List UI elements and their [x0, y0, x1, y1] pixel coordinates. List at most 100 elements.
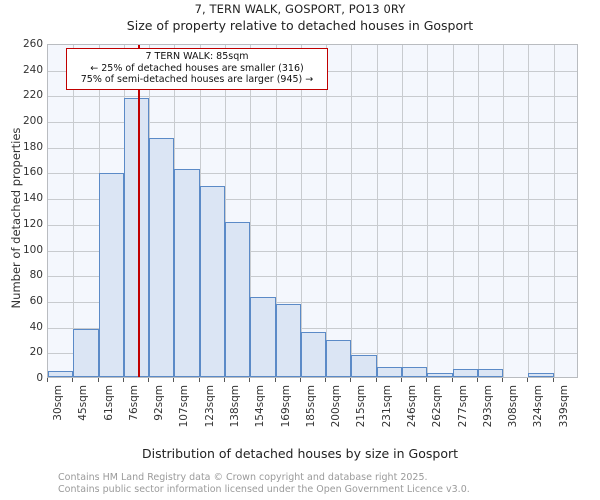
histogram-bar	[453, 369, 478, 377]
gridline-vertical	[377, 45, 378, 377]
x-axis-tick-label: 185sqm	[305, 385, 317, 428]
histogram-bar	[225, 221, 250, 377]
x-axis-tick-label: 293sqm	[482, 385, 494, 428]
gridline-horizontal	[48, 122, 577, 124]
histogram-bar	[99, 172, 124, 377]
gridline-vertical	[250, 45, 251, 377]
histogram-bars	[48, 45, 577, 377]
x-axis-tick-mark	[426, 378, 427, 382]
histogram-bar	[124, 98, 149, 377]
histogram-bar	[250, 297, 276, 377]
gridline-vertical	[73, 45, 74, 377]
histogram-bar	[73, 329, 99, 377]
x-axis-tick-mark	[148, 378, 149, 382]
histogram-bar	[276, 303, 301, 377]
x-axis-tick-mark	[452, 378, 453, 382]
histogram-bar	[174, 168, 200, 377]
histogram-bar	[427, 373, 453, 377]
x-axis-tick-mark	[275, 378, 276, 382]
x-axis-tick-mark	[123, 378, 124, 382]
x-axis-tick-mark	[376, 378, 377, 382]
annotation-line-1: 7 TERN WALK: 85sqm	[145, 51, 249, 62]
gridline-vertical	[528, 45, 529, 377]
annotation-line-2: ← 25% of detached houses are smaller (31…	[90, 62, 304, 74]
gridline-vertical	[225, 45, 226, 377]
y-axis-tick-label: 260	[22, 38, 43, 50]
annotation-line-3: 75% of semi-detached houses are larger (…	[80, 74, 314, 85]
x-axis-tick-mark	[47, 378, 48, 382]
gridline-vertical	[301, 45, 302, 377]
x-axis-tick-label: 262sqm	[431, 385, 443, 428]
histogram-bar	[149, 138, 174, 377]
chart-subtitle: Size of property relative to detached ho…	[126, 18, 474, 33]
footer-line-2: Contains public sector information licen…	[58, 483, 470, 495]
footer-line-1: Contains HM Land Registry data © Crown c…	[58, 472, 428, 483]
attribution-footer: Contains HM Land Registry data © Crown c…	[58, 472, 470, 495]
x-axis-tick-mark	[477, 378, 478, 382]
gridline-horizontal	[48, 250, 577, 252]
histogram-bar	[48, 370, 73, 377]
x-axis-tick-mark	[502, 378, 503, 382]
x-axis-tick-label: 154sqm	[254, 385, 266, 428]
histogram-bar	[528, 373, 554, 377]
y-axis-tick-label: 80	[29, 269, 43, 282]
histogram-bar	[326, 339, 351, 377]
histogram-bar	[200, 185, 225, 377]
gridline-horizontal	[48, 327, 577, 329]
property-marker-line	[138, 45, 140, 377]
x-axis-tick-mark	[300, 378, 301, 382]
x-axis-tick-label: 277sqm	[457, 385, 469, 428]
x-axis-tick-label: 169sqm	[280, 385, 292, 428]
y-axis: Number of detached properties 0 20 40 60 80 1…	[0, 0, 43, 500]
x-axis-tick-mark	[72, 378, 73, 382]
x-axis-tick-label: 200sqm	[330, 385, 342, 428]
x-axis-tick-label: 107sqm	[178, 385, 190, 428]
gridline-vertical	[276, 45, 277, 377]
x-axis-tick-mark	[325, 378, 326, 382]
y-axis-tick-label: 0	[36, 372, 43, 384]
histogram-bar	[402, 366, 427, 377]
gridline-horizontal	[48, 301, 577, 303]
x-axis-tick-label: 246sqm	[406, 385, 418, 428]
x-axis-tick-label: 76sqm	[128, 385, 140, 421]
chart-title: 7, TERN WALK, GOSPORT, PO13 0RY	[194, 2, 406, 16]
x-axis-tick-label: 45sqm	[77, 385, 89, 421]
x-axis-tick-label: 138sqm	[229, 385, 241, 428]
gridline-horizontal	[48, 199, 577, 201]
gridline-vertical	[478, 45, 479, 377]
y-axis-tick-label: 180	[22, 140, 43, 153]
gridline-vertical	[326, 45, 327, 377]
x-axis-tick-mark	[173, 378, 174, 382]
x-axis-tick-label: 123sqm	[204, 385, 216, 428]
gridline-vertical	[503, 45, 504, 377]
x-axis-tick-label: 61sqm	[103, 385, 115, 421]
gridline-horizontal	[48, 224, 577, 226]
gridline-vertical	[351, 45, 352, 377]
y-axis-tick-label: 120	[22, 217, 43, 230]
x-axis-tick-mark	[527, 378, 528, 382]
histogram-bar	[478, 369, 503, 377]
histogram-bar	[377, 366, 402, 377]
x-axis-tick-mark	[401, 378, 402, 382]
y-axis-tick-label: 220	[22, 89, 43, 102]
x-axis-tick-label: 30sqm	[52, 385, 64, 421]
x-axis-tick-label: 215sqm	[355, 385, 367, 428]
gridline-horizontal	[48, 276, 577, 278]
x-axis-tick-label: 339sqm	[558, 385, 570, 428]
x-axis-tick-mark	[98, 378, 99, 382]
x-axis-tick-label: 92sqm	[153, 385, 165, 421]
x-axis-tick-mark	[350, 378, 351, 382]
gridlines	[48, 45, 577, 377]
y-axis-tick-label: 240	[22, 63, 43, 76]
gridline-vertical	[554, 45, 555, 377]
y-axis-tick-label: 140	[22, 192, 43, 205]
plot-area	[47, 44, 578, 378]
y-axis-tick-label: 200	[22, 115, 43, 128]
histogram-bar	[301, 332, 326, 377]
y-axis-tick-label: 60	[29, 294, 43, 307]
x-axis-tick-mark	[224, 378, 225, 382]
gridline-vertical	[453, 45, 454, 377]
histogram-bar	[351, 355, 377, 377]
gridline-vertical	[427, 45, 428, 377]
